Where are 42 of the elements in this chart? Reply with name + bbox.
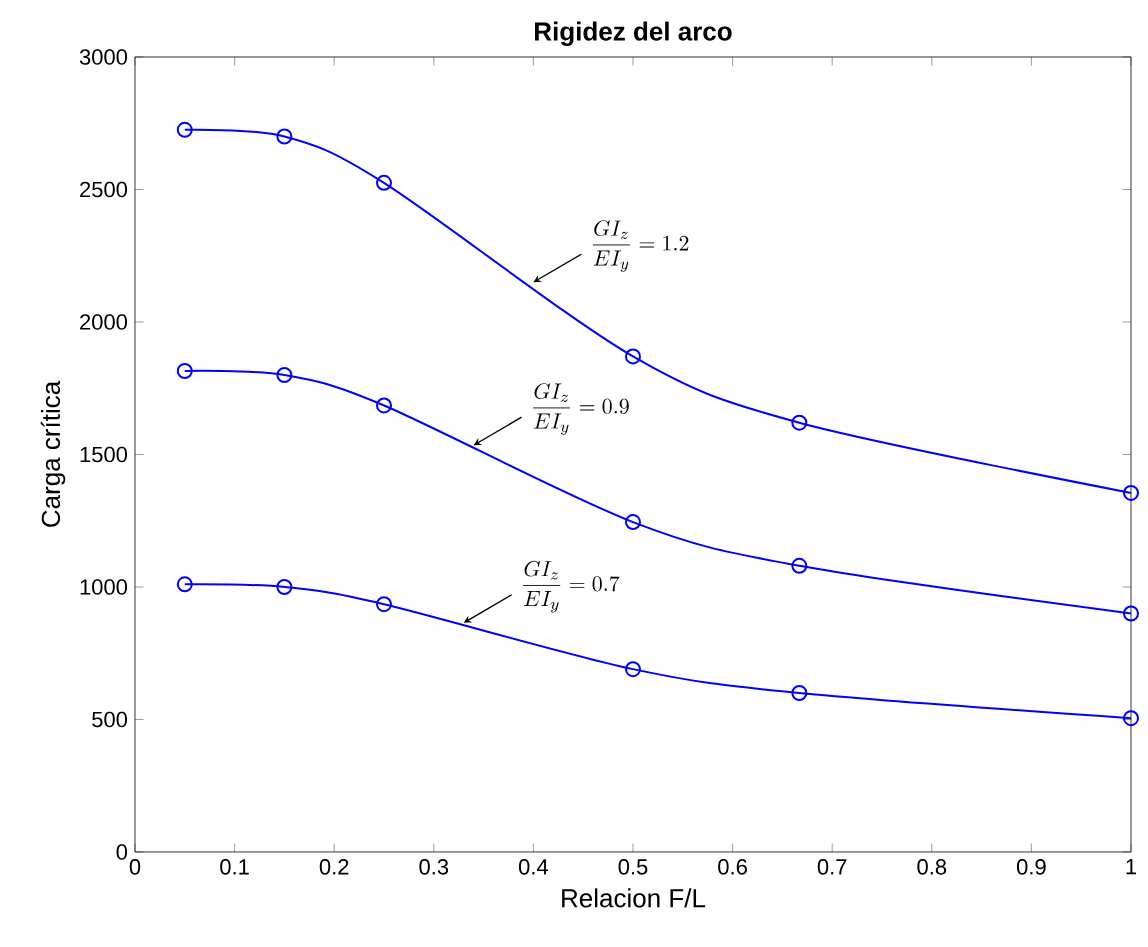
x-tick-label: 0.2: [319, 859, 349, 875]
point: [276, 366, 293, 383]
x-tick-label: 0.9: [1016, 859, 1046, 875]
point: [376, 174, 392, 191]
y-tick-label: 3000: [79, 49, 128, 65]
point: [791, 557, 808, 574]
point: [176, 121, 193, 138]
point: [625, 514, 641, 531]
y-tick-label: 2500: [80, 181, 128, 198]
point: [625, 661, 641, 678]
point: [1123, 710, 1139, 727]
x-tick-label: 0.7: [817, 859, 847, 875]
point: [1123, 484, 1139, 501]
point: [176, 363, 193, 380]
point: [625, 348, 641, 365]
point: [276, 128, 293, 145]
point: [376, 397, 392, 414]
y-tick-label: 0: [116, 844, 128, 860]
point: [376, 596, 392, 613]
y-tick-label: 1500: [80, 446, 128, 463]
point: [791, 414, 808, 431]
x-tick-label: 0.3: [419, 859, 449, 875]
y-tick-label: 2000: [80, 314, 128, 330]
y-axis-title: Carga crítica: [40, 380, 66, 527]
x-tick-label: 1: [1126, 859, 1137, 875]
x-tick-label: 0.6: [718, 859, 747, 875]
point: [276, 578, 293, 595]
point: [176, 576, 193, 593]
x-tick-label: 0: [129, 859, 141, 875]
point: [791, 684, 808, 701]
x-tick-label: 0.4: [518, 859, 549, 875]
x-axis-title: Relacion F/L: [562, 888, 706, 908]
y-tick-label: 500: [92, 711, 128, 728]
chart-title: Rigidez del arco: [535, 21, 732, 46]
annotation: $\frac{GI_z}{EI_y}=0.7$: [523, 560, 620, 613]
x-tick-label: 0.5: [618, 859, 648, 875]
point: [1123, 605, 1139, 622]
annotation: $\frac{GI_z}{EI_y}=0.9$: [533, 383, 629, 435]
x-tick-label: 0.8: [917, 859, 947, 875]
x-tick-label: 0.1: [220, 859, 249, 875]
annotation: $\frac{GI_z}{EI_y}=1.2$: [592, 220, 689, 272]
y-tick-label: 1000: [80, 579, 128, 595]
